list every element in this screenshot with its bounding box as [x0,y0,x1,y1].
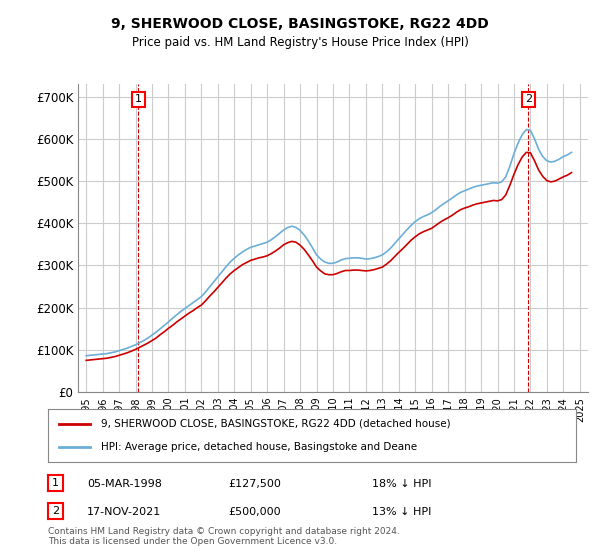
Text: 2: 2 [525,95,532,104]
Text: 2: 2 [52,506,59,516]
Text: 17-NOV-2021: 17-NOV-2021 [87,507,161,517]
Text: 1: 1 [52,478,59,488]
Text: Contains HM Land Registry data © Crown copyright and database right 2024.
This d: Contains HM Land Registry data © Crown c… [48,526,400,546]
Text: 18% ↓ HPI: 18% ↓ HPI [372,479,431,489]
Text: 9, SHERWOOD CLOSE, BASINGSTOKE, RG22 4DD: 9, SHERWOOD CLOSE, BASINGSTOKE, RG22 4DD [111,17,489,31]
Text: 13% ↓ HPI: 13% ↓ HPI [372,507,431,517]
Text: £500,000: £500,000 [228,507,281,517]
Text: 1: 1 [135,95,142,104]
Text: Price paid vs. HM Land Registry's House Price Index (HPI): Price paid vs. HM Land Registry's House … [131,36,469,49]
Text: HPI: Average price, detached house, Basingstoke and Deane: HPI: Average price, detached house, Basi… [101,442,417,452]
Text: £127,500: £127,500 [228,479,281,489]
Text: 9, SHERWOOD CLOSE, BASINGSTOKE, RG22 4DD (detached house): 9, SHERWOOD CLOSE, BASINGSTOKE, RG22 4DD… [101,419,451,429]
Text: 05-MAR-1998: 05-MAR-1998 [87,479,162,489]
